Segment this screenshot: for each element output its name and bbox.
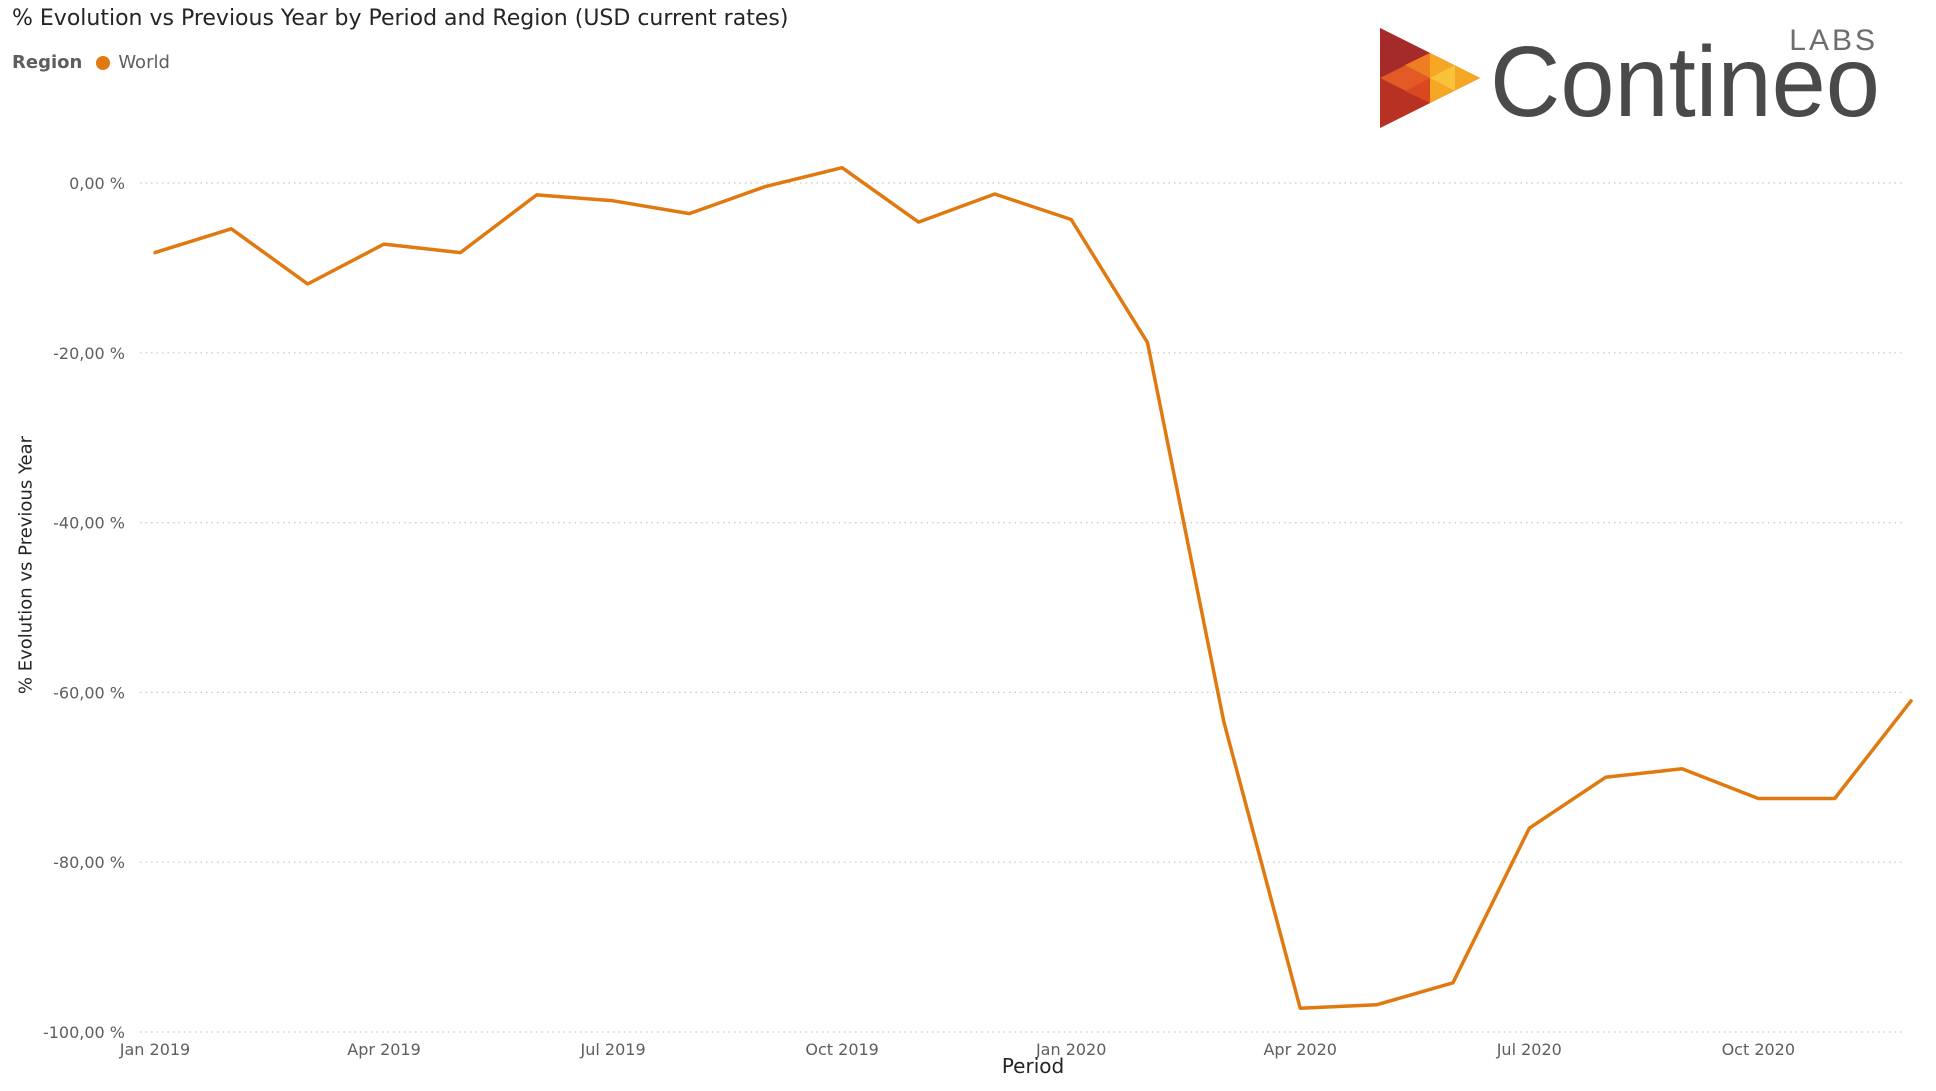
y-axis-title: % Evolution vs Previous Year <box>15 435 37 695</box>
contineo-logo: Contineo LABS <box>1380 24 1880 138</box>
x-tick-label: Jul 2020 <box>1496 1040 1562 1059</box>
legend: Region World <box>12 52 170 73</box>
x-tick-label: Jul 2019 <box>580 1040 646 1059</box>
y-tick-label: -100,00 % <box>43 1023 125 1042</box>
x-tick-label: Apr 2020 <box>1263 1040 1336 1059</box>
legend-item-world: World <box>118 52 170 73</box>
x-tick-label: Oct 2019 <box>805 1040 878 1059</box>
x-tick-label: Apr 2019 <box>347 1040 420 1059</box>
logo-sub-text: LABS <box>1789 24 1878 57</box>
legend-title: Region <box>12 52 83 73</box>
triangular-play-mosaic-icon <box>1380 28 1480 128</box>
y-tick-label: -20,00 % <box>53 344 125 363</box>
logo-text: Contineo <box>1490 26 1880 138</box>
y-tick-label: -80,00 % <box>53 853 125 872</box>
chart-title: % Evolution vs Previous Year by Period a… <box>12 6 789 31</box>
x-tick-label: Jan 2020 <box>1035 1040 1106 1059</box>
y-tick-label: 0,00 % <box>69 174 125 193</box>
legend-marker-world <box>96 55 111 70</box>
y-tick-label: -60,00 % <box>53 683 125 702</box>
series-line-world <box>153 165 1913 1010</box>
x-tick-label: Jan 2019 <box>119 1040 190 1059</box>
x-axis-title: Period <box>1001 1054 1065 1078</box>
y-tick-label: -40,00 % <box>53 514 125 533</box>
x-tick-label: Oct 2020 <box>1722 1040 1795 1059</box>
